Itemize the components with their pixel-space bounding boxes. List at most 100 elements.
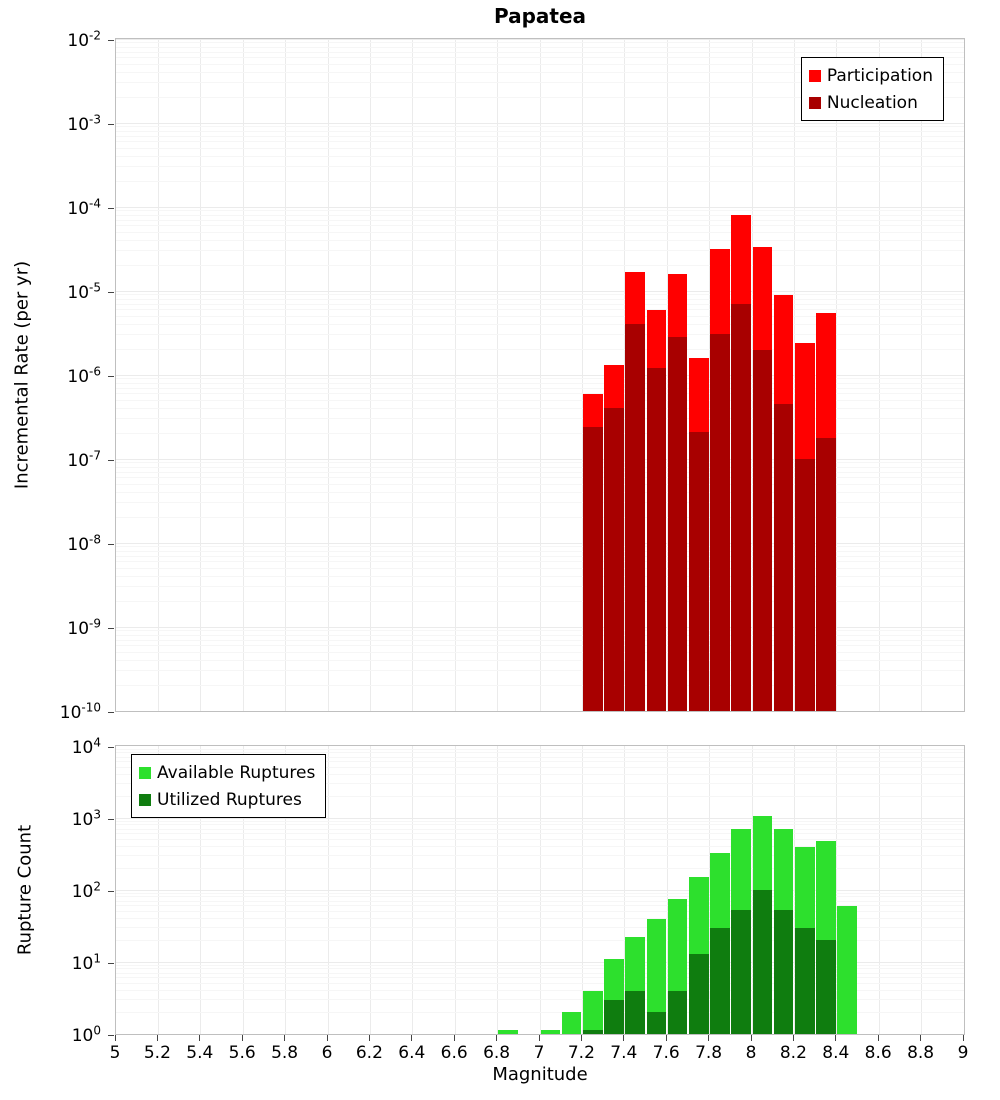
gridline-horizontal-minor <box>116 911 964 913</box>
gridline-horizontal-minor <box>116 294 964 296</box>
utilized-ruptures-swatch-icon <box>139 793 151 806</box>
bar-nucleation <box>646 368 667 711</box>
bar-nucleation <box>752 349 773 711</box>
gridline-horizontal-minor <box>116 634 964 636</box>
gridline-horizontal-minor <box>116 382 964 384</box>
x-tick-mark <box>284 1035 286 1041</box>
gridline-horizontal <box>116 458 964 460</box>
x-tick-mark <box>326 1035 328 1041</box>
x-tick-mark <box>411 1035 413 1041</box>
gridline-horizontal-minor <box>116 575 964 577</box>
gridline-horizontal-minor <box>116 63 964 65</box>
gridline-horizontal <box>116 290 964 292</box>
y-tick-label: 10-4 <box>67 196 101 220</box>
gridline-horizontal-minor <box>116 135 964 137</box>
gridline-horizontal <box>116 542 964 544</box>
gridline-horizontal-minor <box>116 918 964 920</box>
gridline-horizontal <box>116 374 964 376</box>
gridline-horizontal-minor <box>116 219 964 221</box>
gridline-horizontal-minor <box>116 399 964 401</box>
gridline-horizontal-minor <box>116 309 964 311</box>
top-y-axis-ticks: 10-2 10-3 10-4 10-5 10-6 10-7 10-8 10-9 10-10 <box>0 29 114 723</box>
x-tick-mark <box>496 1035 498 1041</box>
gridline-horizontal-minor <box>116 855 964 857</box>
gridline-horizontal-minor <box>116 462 964 464</box>
gridline-horizontal-minor <box>116 466 964 468</box>
gridline-horizontal-minor <box>116 491 964 493</box>
y-tick-label: 10-2 <box>67 28 101 52</box>
y-tick-mark <box>108 627 114 629</box>
top-plot-area: Participation Nucleation <box>115 38 965 712</box>
nucleation-swatch-icon <box>808 96 821 109</box>
gridline-horizontal-minor <box>116 130 964 132</box>
gridline-horizontal-minor <box>116 767 964 769</box>
y-tick-label: 10-9 <box>67 616 101 640</box>
gridline-horizontal <box>116 122 964 124</box>
gridline-horizontal-minor <box>116 896 964 898</box>
gridline-horizontal-minor <box>116 210 964 212</box>
gridline-horizontal-minor <box>116 214 964 216</box>
legend-item-participation: Participation <box>808 62 933 89</box>
bar-utilized-ruptures <box>752 890 773 1034</box>
x-tick-label: 7.4 <box>610 1043 638 1063</box>
bar-available-ruptures <box>646 918 667 1034</box>
gridline-horizontal-minor <box>116 315 964 317</box>
y-tick-label: 101 <box>71 951 101 975</box>
bar-nucleation <box>816 437 836 711</box>
bar-nucleation <box>710 333 730 711</box>
bar-nucleation <box>667 337 688 711</box>
bar-nucleation <box>625 324 645 711</box>
gridline-horizontal-minor <box>116 250 964 252</box>
gridline-horizontal-minor <box>116 824 964 826</box>
bar-nucleation <box>731 304 751 711</box>
gridline-horizontal-minor <box>116 795 964 797</box>
gridline-horizontal-minor <box>116 471 964 473</box>
x-tick-mark <box>241 1035 243 1041</box>
x-tick-label: 8.4 <box>822 1043 850 1063</box>
participation-swatch-icon <box>808 69 821 82</box>
bar-available-ruptures <box>561 1012 582 1034</box>
gridline-horizontal-minor <box>116 927 964 929</box>
gridline-horizontal-minor <box>116 550 964 552</box>
y-tick-label: 102 <box>71 879 101 903</box>
gridline-horizontal <box>116 206 964 208</box>
bottom-legend: Available Ruptures Utilized Ruptures <box>131 754 327 818</box>
bar-nucleation <box>773 404 794 711</box>
gridline-horizontal-minor <box>116 748 964 750</box>
bar-available-ruptures <box>582 990 603 1034</box>
gridline-horizontal-minor <box>116 977 964 979</box>
y-tick-label: 10-7 <box>67 448 101 472</box>
gridline-horizontal-minor <box>116 483 964 485</box>
x-tick-mark <box>453 1035 455 1041</box>
y-tick-label: 10-6 <box>67 364 101 388</box>
gridline-horizontal-minor <box>116 972 964 974</box>
x-tick-label: 7.6 <box>652 1043 680 1063</box>
gridline-horizontal-minor <box>116 141 964 143</box>
gridline-horizontal-minor <box>116 645 964 647</box>
bar-utilized-ruptures <box>582 1030 603 1034</box>
gridline-horizontal-minor <box>116 298 964 300</box>
bar-utilized-ruptures <box>688 953 709 1034</box>
gridline-horizontal-minor <box>116 126 964 128</box>
legend-label: Nucleation <box>826 92 918 113</box>
bar-utilized-ruptures <box>625 990 645 1034</box>
x-tick-label: 6.8 <box>483 1043 511 1063</box>
y-tick-mark <box>108 291 114 293</box>
x-axis-ticks: 5 5.2 5.4 5.6 5.8 6 6.2 6.4 6.6 6.8 7 7.2 7.4 7.6 7.8 8… <box>110 1035 968 1064</box>
y-tick-label: 10-8 <box>67 532 101 556</box>
gridline-horizontal-minor <box>116 418 964 420</box>
x-axis-label: Magnitude <box>492 1064 588 1085</box>
legend-label: Participation <box>826 65 933 86</box>
gridline-horizontal-minor <box>116 839 964 841</box>
bar-available-ruptures <box>837 905 857 1034</box>
gridline-horizontal-minor <box>116 147 964 149</box>
x-tick-label: 8 <box>745 1043 757 1063</box>
gridline-horizontal-minor <box>116 761 964 763</box>
gridline-horizontal-minor <box>116 387 964 389</box>
bar-utilized-ruptures <box>773 910 794 1034</box>
y-tick-mark <box>108 375 114 377</box>
y-tick-label: 10-3 <box>67 112 101 136</box>
x-tick-mark <box>623 1035 625 1041</box>
x-tick-label: 6.6 <box>440 1043 468 1063</box>
x-tick-mark <box>538 1035 540 1041</box>
